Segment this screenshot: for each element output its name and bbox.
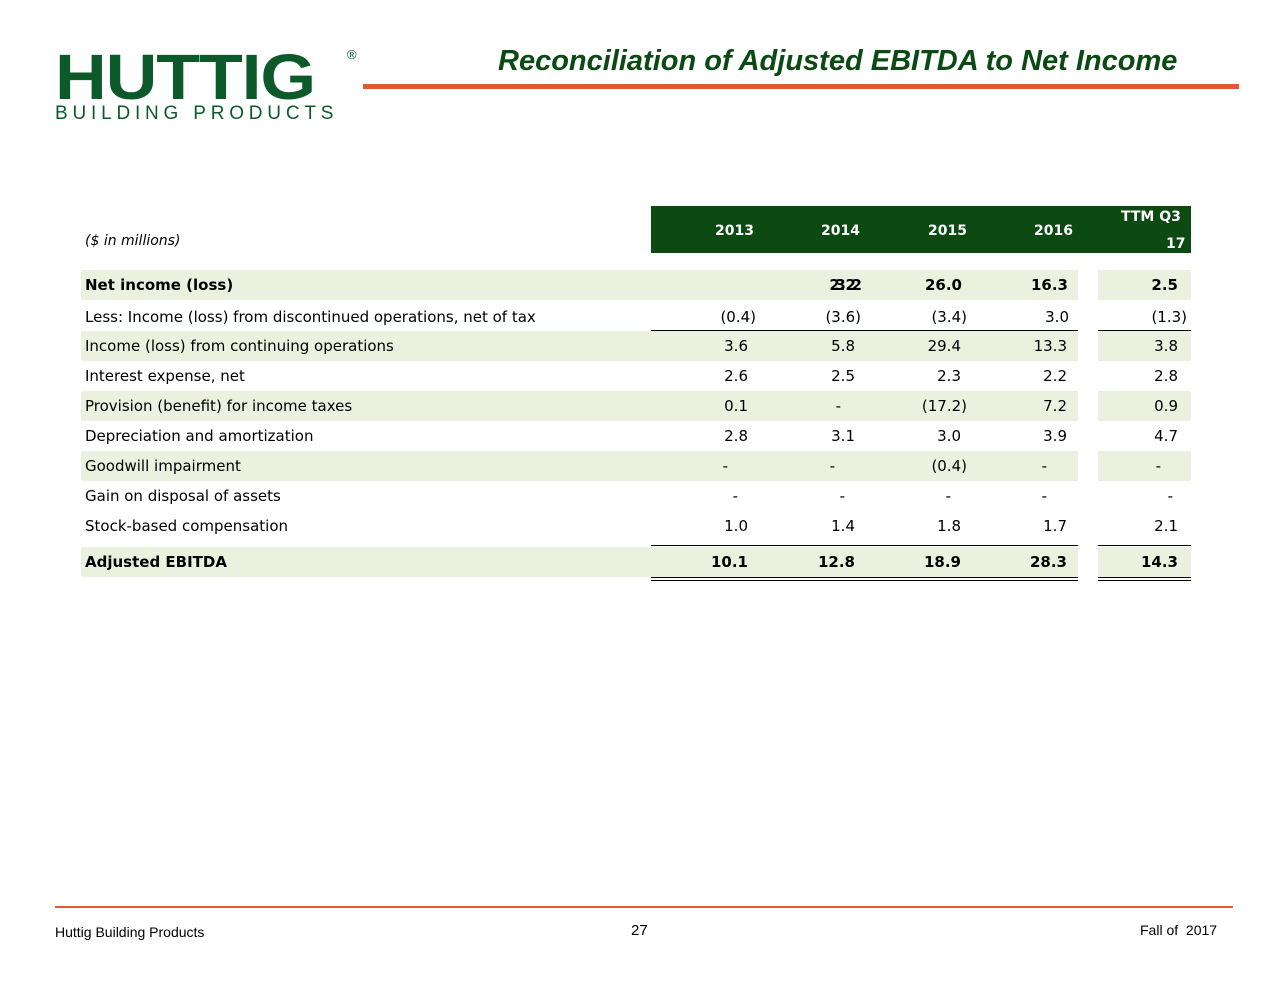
logo-tagline: BUILDING PRODUCTS (55, 103, 339, 124)
header-2013: 2013 (715, 223, 754, 239)
table-header (651, 206, 1191, 253)
cell-2016: 3.0 (1045, 308, 1069, 326)
cell-2014: 1.4 (831, 517, 855, 535)
row-label: Net income (loss) (85, 276, 234, 294)
cell-2016: 28.3 (1029, 553, 1067, 571)
subtotal-rule (651, 330, 1078, 331)
cell-2014: - (835, 397, 841, 415)
cell-2013: 10.1 (710, 553, 748, 571)
table-row-continuing: Income (loss) from continuing operations… (81, 331, 1191, 361)
company-logo: HUTTIG ® BUILDING PRODUCTS (55, 45, 365, 125)
row-label: Interest expense, net (85, 367, 245, 385)
cell-2016: 2.2 (1043, 367, 1067, 385)
cell-2016: 3.9 (1043, 427, 1067, 445)
footer-divider (55, 906, 1233, 908)
page-title: Reconciliation of Adjusted EBITDA to Net… (498, 45, 1178, 77)
row-label: Less: Income (loss) from discontinued op… (85, 308, 536, 326)
footer-company: Huttig Building Products (55, 924, 205, 940)
cell-2016: - (1041, 487, 1047, 505)
cell-2015: 3.0 (937, 427, 961, 445)
header-2015: 2015 (928, 223, 967, 239)
cell-2013: 3.6 (724, 337, 748, 355)
cell-2015: 18.9 (923, 553, 961, 571)
table-row-net-income: Net income (loss) 3.2 2.2 26.0 16.3 2.5 (81, 270, 1191, 300)
table-row-depreciation: Depreciation and amortization 2.8 3.1 3.… (81, 421, 1191, 451)
units-note: ($ in millions) (85, 233, 181, 249)
row-label: Gain on disposal of assets (85, 487, 281, 505)
table-row-gain-disposal: Gain on disposal of assets - - - - - (81, 481, 1191, 511)
table-row-adjusted-ebitda: Adjusted EBITDA 10.1 12.8 18.9 28.3 14.3 (81, 547, 1191, 577)
cell-2015: - (945, 487, 951, 505)
cell-2015: (17.2) (921, 397, 967, 415)
header-ttm-line1: TTM Q3 (1121, 209, 1181, 225)
cell-2014: - (839, 487, 845, 505)
cell-2016: 1.7 (1043, 517, 1067, 535)
table-row-stock-comp: Stock-based compensation 1.0 1.4 1.8 1.7… (81, 511, 1191, 541)
cell-2014: 2.2 (829, 276, 856, 294)
cell-2014: 3.1 (831, 427, 855, 445)
cell-2013: 3.2 (835, 276, 862, 294)
row-label: Goodwill impairment (85, 457, 241, 475)
row-label: Provision (benefit) for income taxes (85, 397, 353, 415)
cell-2016: 13.3 (1033, 337, 1067, 355)
total-rule (651, 545, 1078, 546)
cell-2015: 1.8 (937, 517, 961, 535)
double-underline-ttm (1098, 577, 1191, 581)
table-row-discontinued: Less: Income (loss) from discontinued op… (81, 302, 1191, 332)
cell-2014: 5.8 (831, 337, 855, 355)
cell-2016: - (1041, 457, 1047, 475)
cell-2013: - (722, 457, 728, 475)
subtotal-rule-ttm (1098, 330, 1191, 331)
total-rule-ttm (1098, 545, 1191, 546)
cell-ttm: - (1167, 487, 1173, 505)
cell-ttm: (1.3) (1151, 308, 1187, 326)
cell-2014: (3.6) (825, 308, 861, 326)
header-ttm-line2: 17 (1166, 236, 1186, 252)
cell-2014: - (829, 457, 835, 475)
cell-ttm: 0.9 (1154, 397, 1178, 415)
cell-2015: 2.3 (937, 367, 961, 385)
cell-2013: (0.4) (720, 308, 756, 326)
cell-2013: 2.6 (724, 367, 748, 385)
cell-2016: 7.2 (1043, 397, 1067, 415)
cell-ttm: 2.1 (1154, 517, 1178, 535)
cell-2013: - (732, 487, 738, 505)
row-label: Adjusted EBITDA (85, 553, 227, 571)
table-row-interest: Interest expense, net 2.6 2.5 2.3 2.2 2.… (81, 361, 1191, 391)
cell-2016: 16.3 (1030, 276, 1068, 294)
cell-2014: 2.5 (831, 367, 855, 385)
cell-2014: 12.8 (817, 553, 855, 571)
cell-ttm: 4.7 (1154, 427, 1178, 445)
cell-2015: (0.4) (931, 457, 967, 475)
row-label: Stock-based compensation (85, 517, 289, 535)
double-underline (651, 577, 1078, 581)
title-divider (363, 84, 1239, 89)
table-row-taxes: Provision (benefit) for income taxes 0.1… (81, 391, 1191, 421)
cell-2015: 26.0 (924, 276, 962, 294)
header-2014: 2014 (821, 223, 860, 239)
cell-2013: 1.0 (724, 517, 748, 535)
cell-ttm: 2.8 (1154, 367, 1178, 385)
logo-registered-mark: ® (347, 47, 357, 62)
footer-date: Fall of 2017 (1140, 922, 1218, 938)
header-2016: 2016 (1034, 223, 1073, 239)
cell-ttm: 2.5 (1151, 276, 1178, 294)
cell-2015: 29.4 (927, 337, 961, 355)
row-label: Depreciation and amortization (85, 427, 314, 445)
cell-ttm: - (1155, 457, 1161, 475)
row-label: Income (loss) from continuing operations (85, 337, 394, 355)
logo-wordmark: HUTTIG (55, 41, 316, 113)
cell-2013: 2.8 (724, 427, 748, 445)
page-number: 27 (631, 922, 648, 939)
cell-ttm: 3.8 (1154, 337, 1178, 355)
cell-ttm: 14.3 (1140, 553, 1178, 571)
table-row-goodwill: Goodwill impairment - - (0.4) - - (81, 451, 1191, 481)
cell-2013: 0.1 (724, 397, 748, 415)
cell-2015: (3.4) (931, 308, 967, 326)
